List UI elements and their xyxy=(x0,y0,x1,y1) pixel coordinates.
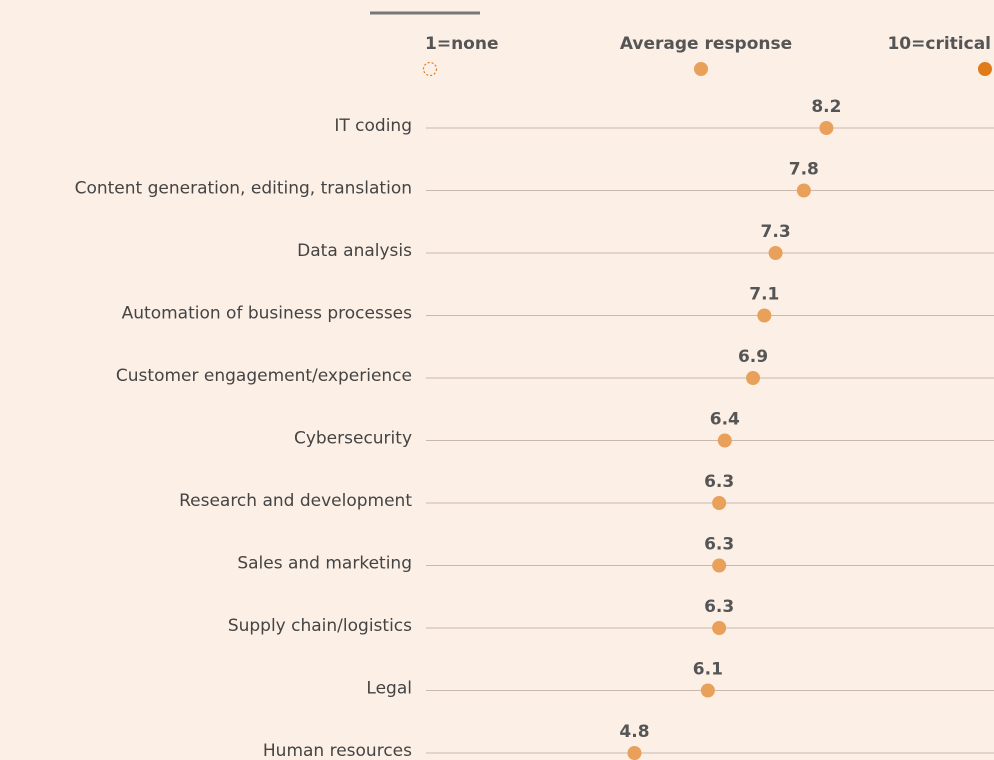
category-label: IT coding xyxy=(334,116,412,136)
category-label: Supply chain/logistics xyxy=(228,616,412,636)
category-label: Content generation, editing, translation xyxy=(75,179,412,199)
value-label: 6.3 xyxy=(704,472,734,492)
dot xyxy=(757,308,772,323)
value-label: 6.1 xyxy=(693,660,723,680)
value-label: 8.2 xyxy=(811,97,841,117)
category-label: Legal xyxy=(366,679,412,699)
value-label: 6.3 xyxy=(704,597,734,617)
legend-dot-max xyxy=(978,62,992,76)
value-label: 7.3 xyxy=(761,222,791,242)
value-label: 4.8 xyxy=(619,722,649,742)
dot xyxy=(712,621,727,635)
dot xyxy=(746,371,761,385)
category-label: Sales and marketing xyxy=(237,554,412,574)
value-label: 6.9 xyxy=(738,347,768,367)
dot xyxy=(819,121,834,135)
dot xyxy=(796,183,811,198)
legend-min: 1=none xyxy=(425,34,499,54)
legend-average: Average response xyxy=(620,34,792,54)
category-label: Research and development xyxy=(179,491,412,511)
category-label: Data analysis xyxy=(297,241,412,261)
category-label: Cybersecurity xyxy=(294,429,412,449)
category-label: Customer engagement/experience xyxy=(116,366,412,386)
category-label: Human resources xyxy=(263,741,412,760)
value-label: 6.3 xyxy=(704,535,734,555)
legend-dot-average xyxy=(694,62,708,76)
dot xyxy=(627,746,642,760)
dot xyxy=(717,433,732,448)
category-label: Automation of business processes xyxy=(122,304,412,324)
dot xyxy=(768,246,783,260)
value-label: 6.4 xyxy=(710,410,740,430)
dot xyxy=(712,496,727,510)
legend-max: 10=critical xyxy=(887,34,991,54)
value-label: 7.8 xyxy=(789,160,819,180)
dot xyxy=(712,558,727,573)
legend-dot-min xyxy=(422,61,438,77)
value-label: 7.1 xyxy=(749,285,779,305)
dot xyxy=(700,683,715,698)
